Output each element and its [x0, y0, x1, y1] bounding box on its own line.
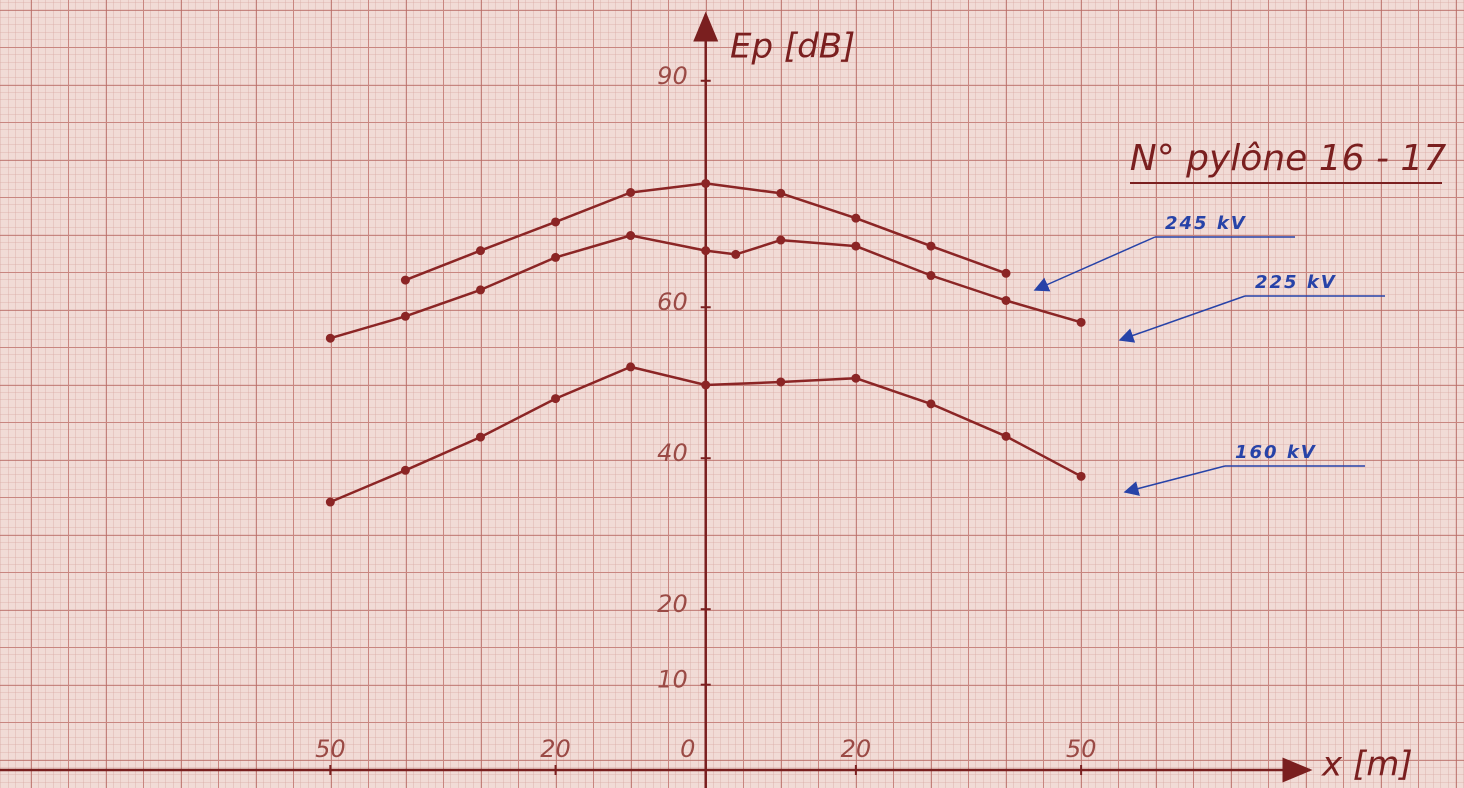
series-label: 245 kV: [1165, 213, 1247, 234]
y-tick-label: 10: [657, 666, 688, 694]
data-point: [1077, 318, 1086, 327]
data-point: [731, 250, 740, 259]
data-point: [851, 214, 860, 223]
data-point: [701, 179, 710, 188]
series-label: 225 kV: [1255, 272, 1337, 293]
y-tick-label: 20: [657, 590, 688, 618]
data-point: [701, 246, 710, 255]
data-point: [401, 276, 410, 285]
data-point: [551, 253, 560, 262]
series-label: 160 kV: [1235, 442, 1317, 463]
data-point: [626, 188, 635, 197]
data-point: [926, 242, 935, 251]
x-tick-label: 50: [315, 735, 346, 763]
data-point: [326, 498, 335, 507]
data-point: [776, 236, 785, 245]
data-point: [776, 377, 785, 386]
y-axis-title: Ep [dB]: [730, 27, 855, 67]
data-point: [1077, 472, 1086, 481]
data-point: [851, 242, 860, 251]
data-point: [551, 394, 560, 403]
data-point: [401, 312, 410, 321]
data-point: [1002, 269, 1011, 278]
data-point: [476, 285, 485, 294]
data-point: [926, 399, 935, 408]
x-tick-label: 0: [680, 735, 695, 763]
chart: N° pylône 16 - 17 Ep [dB] x [m] 10 20 40 60…: [0, 0, 1464, 788]
page: {"chart_data": { "type": "line", "title"…: [0, 0, 1464, 788]
data-point: [701, 381, 710, 390]
y-tick-label: 60: [657, 288, 688, 316]
x-axis-title: x [m]: [1321, 745, 1413, 785]
graph-paper-major: [0, 0, 1464, 788]
x-tick-label: 20: [841, 735, 872, 763]
data-point: [926, 271, 935, 280]
data-point: [1002, 432, 1011, 441]
data-point: [476, 433, 485, 442]
chart-title: N° pylône 16 - 17: [1130, 138, 1447, 179]
y-tick-label: 40: [657, 439, 688, 467]
data-point: [1002, 296, 1011, 305]
data-point: [851, 374, 860, 383]
data-point: [326, 334, 335, 343]
data-point: [776, 189, 785, 198]
data-point: [626, 231, 635, 240]
data-point: [476, 246, 485, 255]
data-point: [626, 362, 635, 371]
x-tick-label: 20: [540, 735, 571, 763]
x-tick-label: 50: [1066, 735, 1097, 763]
y-tick-label: 90: [657, 62, 688, 90]
data-point: [401, 466, 410, 475]
data-point: [551, 217, 560, 226]
